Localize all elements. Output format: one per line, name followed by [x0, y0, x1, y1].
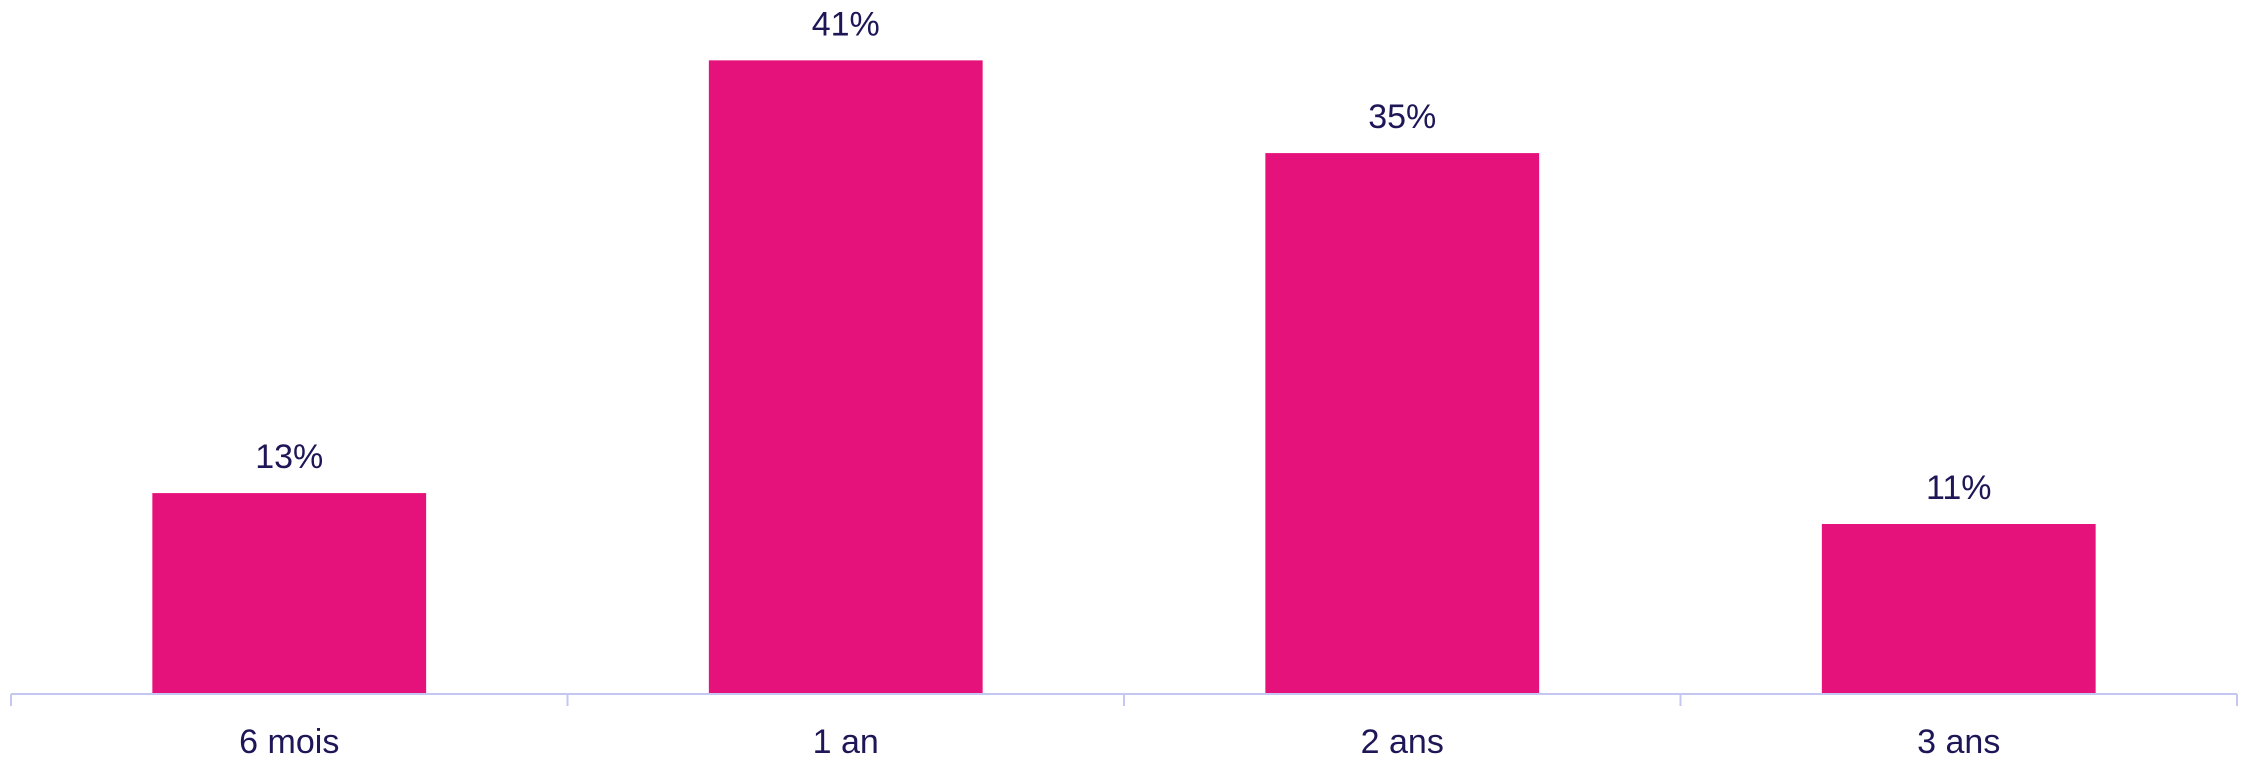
- bar: [1821, 524, 2096, 694]
- x-tick-label: 2 ans: [1361, 723, 1444, 761]
- bar: [1265, 153, 1540, 694]
- value-label: 35%: [1368, 98, 1436, 136]
- value-label: 13%: [255, 438, 323, 476]
- x-tick-label: 6 mois: [239, 723, 339, 761]
- x-tick-label: 1 an: [813, 723, 879, 761]
- bar: [708, 60, 983, 694]
- value-label: 11%: [1926, 469, 1992, 507]
- bar: [152, 493, 427, 694]
- x-tick-label: 3 ans: [1917, 723, 2000, 761]
- value-label: 41%: [812, 5, 880, 43]
